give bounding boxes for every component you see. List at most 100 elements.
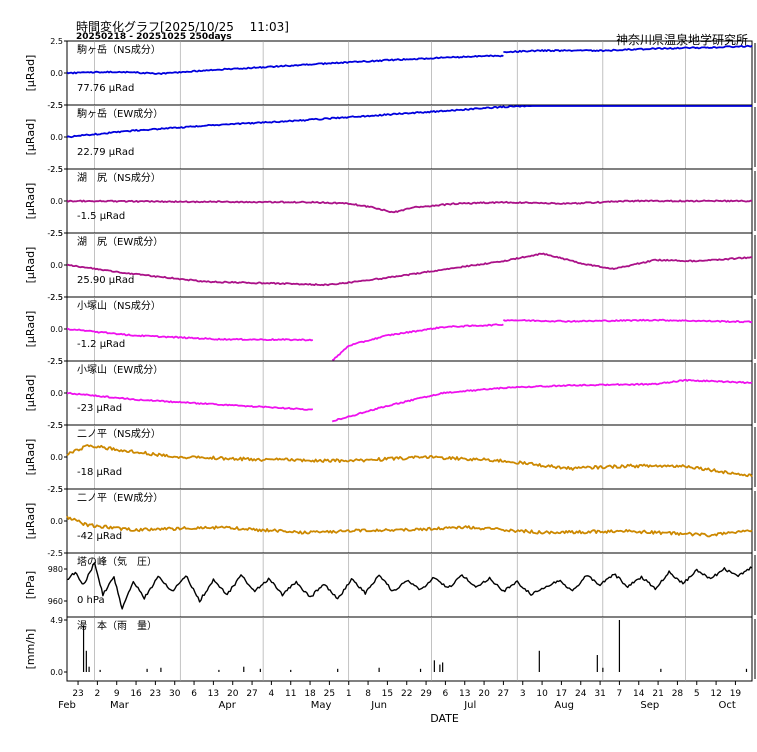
x-tick-label: 24 — [575, 689, 587, 699]
y-tick-label: -2.5 — [47, 549, 63, 558]
series-line — [66, 391, 314, 411]
panel-10: 4.9 0.0 [mm/h] 湯 本（雨 量） — [24, 616, 756, 682]
y-axis-unit-label: [µRad] — [24, 375, 37, 412]
y-axis-unit-label: [µRad] — [24, 55, 37, 92]
panel-frame — [66, 488, 753, 554]
series-line — [332, 323, 504, 361]
offset-label: -1.5 µRad — [77, 211, 125, 222]
series-line — [66, 105, 752, 139]
offset-label: -23 µRad — [77, 403, 122, 414]
y-tick-label: -2.5 — [47, 357, 63, 366]
series-line — [66, 562, 753, 610]
x-tick-label: 12 — [710, 689, 721, 699]
x-tick-label: 20 — [227, 689, 239, 699]
panel-name: 小塚山（NS成分） — [77, 300, 161, 312]
panel-name: 湖 尻（EW成分） — [77, 236, 163, 248]
y-tick-label: -2.5 — [47, 101, 63, 110]
x-tick-label: 2 — [95, 689, 101, 699]
chart-title: 時間変化グラフ[2025/10/25 11:03] — [76, 20, 289, 34]
x-tick-label: 22 — [401, 689, 412, 699]
x-tick-label: 17 — [556, 689, 567, 699]
x-tick-label: 11 — [285, 689, 296, 699]
y-tick-label: -2.5 — [47, 165, 63, 174]
series-line — [331, 378, 753, 423]
x-tick-label: 7 — [617, 689, 623, 699]
x-tick-label: 3 — [520, 689, 526, 699]
x-tick-label: 30 — [169, 689, 181, 699]
offset-label: 22.79 µRad — [77, 147, 134, 158]
series-line — [66, 252, 753, 287]
y-axis-unit-label: [µRad] — [24, 311, 37, 348]
series-line — [66, 54, 504, 75]
offset-label: 77.76 µRad — [77, 83, 134, 94]
x-tick-label: 23 — [150, 689, 161, 699]
x-axis-label: DATE — [430, 712, 459, 725]
x-tick-label: 15 — [382, 689, 393, 699]
x-tick-label: 27 — [498, 689, 509, 699]
x-tick-label: 13 — [208, 689, 219, 699]
y-tick-label: 2.5 — [50, 293, 63, 302]
y-axis-unit-label: [µRad] — [24, 119, 37, 156]
x-tick-label: 10 — [536, 689, 548, 699]
x-tick-label: 8 — [365, 689, 371, 699]
x-month-label: Mar — [110, 700, 130, 711]
panel-9: 980 960 [hPa] 塔の峰（気 圧） 0 hPa — [24, 552, 756, 618]
y-tick-label: 0.0 — [50, 668, 63, 677]
panel-2: 2.5 0.0 -2.5 [µRad] 駒ヶ岳（EW成分） 22.79 µRad — [24, 101, 756, 174]
y-tick-label: 0.0 — [50, 261, 63, 270]
y-tick-label: 0.0 — [50, 69, 63, 78]
y-tick-label: 960 — [48, 597, 63, 606]
x-tick-label: 6 — [191, 689, 197, 699]
panel-name: 小塚山（EW成分） — [77, 364, 163, 376]
x-tick-label: 13 — [459, 689, 470, 699]
panel-frame — [66, 104, 753, 170]
x-tick-label: 6 — [443, 689, 449, 699]
x-tick-label: 20 — [478, 689, 490, 699]
y-tick-label: 0.0 — [50, 453, 63, 462]
x-month-label: Aug — [554, 700, 574, 711]
offset-label: 0 hPa — [77, 595, 105, 606]
panel-name: 塔の峰（気 圧） — [77, 555, 157, 568]
panel-5: 2.5 0.0 -2.5 [µRad] 小塚山（NS成分） -1.2 µRad — [24, 293, 756, 366]
y-tick-label: -2.5 — [47, 293, 63, 302]
panel-frame — [66, 616, 753, 682]
x-tick-label: 25 — [324, 689, 335, 699]
y-axis-unit-label: [mm/h] — [24, 629, 37, 670]
x-month-label: Jun — [370, 700, 387, 711]
series-line — [503, 44, 753, 54]
x-tick-label: 1 — [346, 689, 352, 699]
y-tick-label: 2.5 — [50, 165, 63, 174]
y-axis-unit-label: [µRad] — [24, 183, 37, 220]
organization-name: 神奈川県温泉地学研究所 — [615, 33, 748, 47]
x-tick-label: 28 — [672, 689, 684, 699]
x-tick-label: 23 — [72, 689, 83, 699]
y-axis-unit-label: [hPa] — [24, 571, 37, 599]
panel-name: 湖 尻（NS成分） — [77, 172, 161, 184]
x-month-label: Jul — [463, 700, 476, 711]
x-tick-label: 18 — [304, 689, 316, 699]
offset-label: -1.2 µRad — [77, 339, 125, 350]
series-line — [66, 199, 753, 214]
x-tick-label: 9 — [114, 689, 120, 699]
x-month-label: May — [311, 700, 332, 711]
panel-frame — [66, 296, 753, 362]
y-tick-label: 0.0 — [50, 197, 63, 206]
y-tick-label: -2.5 — [47, 229, 63, 238]
y-tick-label: 0.0 — [50, 325, 63, 334]
y-tick-label: 2.5 — [50, 37, 63, 46]
y-tick-label: 2.5 — [50, 229, 63, 238]
y-tick-label: 0.0 — [50, 133, 63, 142]
x-month-label: Apr — [219, 700, 237, 711]
x-tick-label: 4 — [269, 689, 275, 699]
offset-label: -42 µRad — [77, 531, 122, 542]
panel-6: 2.5 0.0 -2.5 [µRad] 小塚山（EW成分） -23 µRad — [24, 357, 756, 430]
panel-name: 駒ヶ岳（EW成分） — [77, 108, 163, 120]
panel-name: 二ノ平（NS成分） — [77, 428, 161, 440]
series-line — [66, 444, 753, 478]
x-tick-label: 29 — [420, 689, 432, 699]
x-axis: 23 2 9 16 23 30 6 13 20 27 4 11 18 25 1 8 15 22 29 6 13 20 27 3… — [58, 681, 741, 725]
x-tick-label: 27 — [246, 689, 257, 699]
y-tick-label: 2.5 — [50, 357, 63, 366]
x-month-label: Feb — [58, 700, 76, 711]
